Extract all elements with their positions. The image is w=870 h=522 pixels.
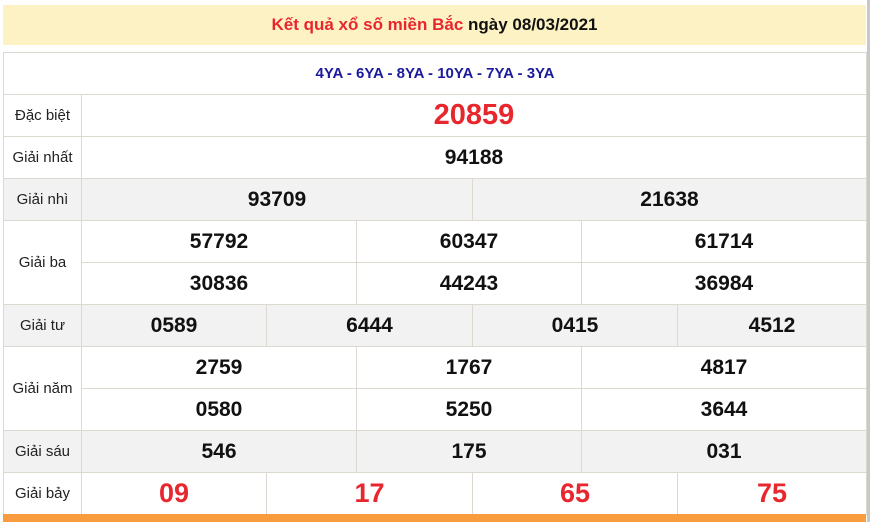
prize-number-g7: 09 — [81, 472, 267, 515]
bottom-bar — [3, 514, 866, 522]
prize-number-g1: 94188 — [81, 136, 867, 179]
prize-number-g5: 4817 — [581, 346, 867, 389]
prize-number-g5: 1767 — [356, 346, 582, 389]
prize-label-g5: Giải năm — [3, 346, 82, 431]
prize-number-db: 20859 — [81, 94, 867, 137]
prize-number-g5: 3644 — [581, 388, 867, 431]
scrollbar[interactable] — [867, 0, 870, 522]
prize-number-g6: 031 — [581, 430, 867, 473]
prize-number-g5: 5250 — [356, 388, 582, 431]
prize-number-g2: 21638 — [472, 178, 867, 221]
prize-number-g3: 57792 — [81, 220, 357, 263]
prize-number-g5: 0580 — [81, 388, 357, 431]
prize-number-g7: 17 — [266, 472, 473, 515]
lottery-codes: 4YA - 6YA - 8YA - 10YA - 7YA - 3YA — [3, 52, 867, 95]
prize-number-g6: 175 — [356, 430, 582, 473]
prize-number-g3: 60347 — [356, 220, 582, 263]
prize-number-g4: 6444 — [266, 304, 473, 347]
prize-number-g6: 546 — [81, 430, 357, 473]
prize-number-g3: 36984 — [581, 262, 867, 305]
prize-label-g1: Giải nhất — [3, 136, 82, 179]
prize-number-g3: 61714 — [581, 220, 867, 263]
prize-number-g2: 93709 — [81, 178, 473, 221]
prize-number-g3: 30836 — [81, 262, 357, 305]
prize-label-g2: Giải nhì — [3, 178, 82, 221]
prize-number-g7: 65 — [472, 472, 678, 515]
title-date: ngày 08/03/2021 — [468, 15, 598, 34]
prize-label-g3: Giải ba — [3, 220, 82, 305]
results-header: Kết quả xổ số miền Bắc ngày 08/03/2021 — [3, 5, 866, 45]
prize-label-g6: Giải sáu — [3, 430, 82, 473]
prize-number-g4: 0415 — [472, 304, 678, 347]
prize-number-g4: 0589 — [81, 304, 267, 347]
prize-number-g4: 4512 — [677, 304, 867, 347]
prize-label-db: Đặc biệt — [3, 94, 82, 137]
prize-label-g4: Giải tư — [3, 304, 82, 347]
prize-number-g7: 75 — [677, 472, 867, 515]
prize-number-g5: 2759 — [81, 346, 357, 389]
prize-label-g7: Giải bảy — [3, 472, 82, 515]
prize-number-g3: 44243 — [356, 262, 582, 305]
title: Kết quả xổ số miền Bắc — [271, 15, 464, 34]
